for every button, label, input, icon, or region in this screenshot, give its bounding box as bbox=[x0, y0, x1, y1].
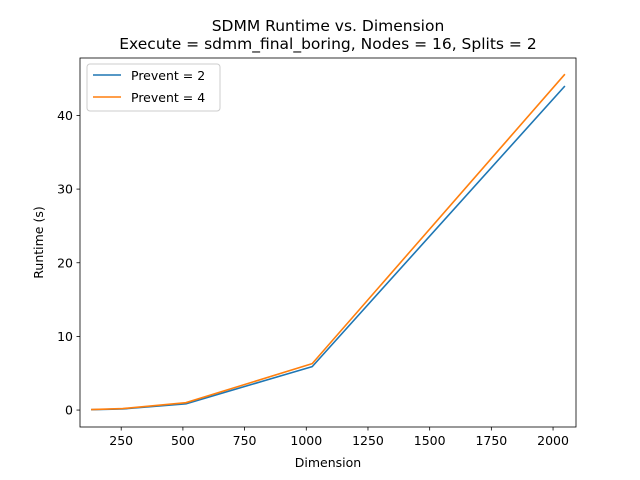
y-tick-label: 10 bbox=[57, 329, 73, 344]
x-tick-label: 500 bbox=[171, 433, 195, 448]
series-line-prevent-2 bbox=[91, 85, 566, 411]
x-axis-ticks: 250 500 750 1000 1250 1500 1750 2000 bbox=[109, 427, 569, 448]
x-tick-label: 1750 bbox=[475, 433, 507, 448]
x-tick-label: 2000 bbox=[537, 433, 569, 448]
y-tick-label: 40 bbox=[57, 108, 73, 123]
x-tick-label: 1000 bbox=[290, 433, 322, 448]
plot-lines bbox=[91, 73, 566, 411]
y-tick-label: 0 bbox=[65, 403, 73, 418]
x-tick-label: 1500 bbox=[414, 433, 446, 448]
y-tick-label: 20 bbox=[57, 255, 73, 270]
y-axis-label: Runtime (s) bbox=[31, 206, 46, 278]
legend-label-prevent-2: Prevent = 2 bbox=[131, 68, 205, 83]
x-tick-label: 250 bbox=[109, 433, 133, 448]
x-tick-label: 750 bbox=[233, 433, 257, 448]
legend-label-prevent-4: Prevent = 4 bbox=[131, 90, 205, 105]
legend: Prevent = 2 Prevent = 4 bbox=[86, 63, 221, 112]
x-tick-label: 1250 bbox=[352, 433, 384, 448]
x-axis-label: Dimension bbox=[295, 455, 361, 470]
chart-title: SDMM Runtime vs. Dimension bbox=[212, 17, 445, 35]
y-tick-label: 30 bbox=[57, 182, 73, 197]
series-line-prevent-4 bbox=[91, 73, 566, 411]
y-axis-ticks: 0 10 20 30 40 bbox=[57, 108, 80, 418]
chart-subtitle: Execute = sdmm_final_boring, Nodes = 16,… bbox=[119, 35, 536, 54]
plot-frame bbox=[79, 57, 577, 428]
